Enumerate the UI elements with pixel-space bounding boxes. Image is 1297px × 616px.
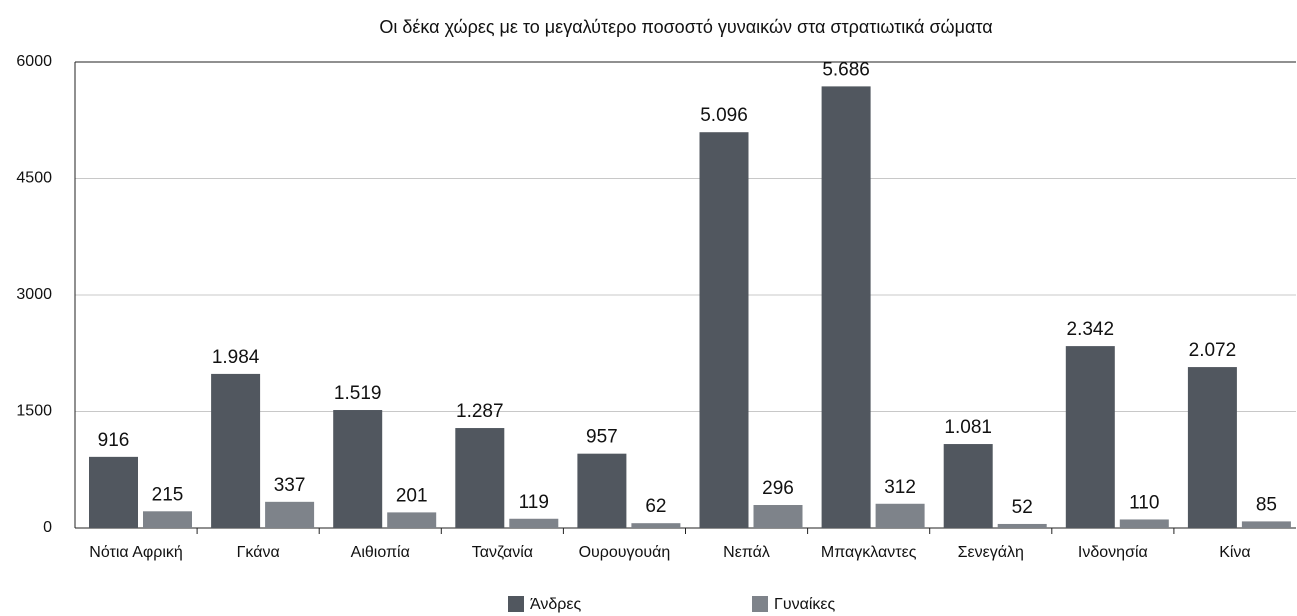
chart-title: Οι δέκα χώρες με το μεγαλύτερο ποσοστό γ… <box>379 17 992 37</box>
bar <box>143 511 192 528</box>
bar <box>509 518 559 528</box>
bar <box>89 456 138 528</box>
legend-swatch <box>508 596 524 612</box>
x-tick-label: Νεπάλ <box>723 544 770 561</box>
x-tick-label: Νότια Αφρική <box>89 544 183 561</box>
value-label: 1.287 <box>456 401 504 422</box>
x-tick-label: Σενεγάλη <box>958 544 1024 561</box>
value-label: 110 <box>1129 492 1159 513</box>
value-label: 5.686 <box>822 59 870 80</box>
value-label: 916 <box>98 430 130 451</box>
legend-label: Άνδρες <box>530 596 582 613</box>
value-label: 1.984 <box>212 347 260 368</box>
x-tick-label: Κίνα <box>1219 544 1250 561</box>
bar <box>997 523 1047 528</box>
value-label: 5.096 <box>700 105 748 126</box>
value-label: 312 <box>884 477 916 498</box>
value-label: 1.519 <box>334 383 382 404</box>
bar <box>265 501 315 528</box>
value-label: 337 <box>274 475 306 496</box>
legend-label: Γυναίκες <box>774 596 836 613</box>
bar <box>753 505 803 528</box>
value-label: 215 <box>152 484 184 505</box>
bar <box>1241 521 1291 528</box>
x-tick-label: Μπαγκλαντες <box>821 544 917 561</box>
y-tick-label: 0 <box>43 519 52 536</box>
bar <box>631 523 681 528</box>
legend-swatch <box>752 596 768 612</box>
bar <box>821 86 871 529</box>
x-tick-label: Ουρουγουάη <box>579 544 671 561</box>
y-tick-label: 1500 <box>16 403 52 420</box>
value-label: 62 <box>645 496 666 517</box>
x-tick-label: Γκάνα <box>237 544 280 561</box>
value-label: 2.342 <box>1067 319 1115 340</box>
bar <box>1187 367 1237 528</box>
bar <box>455 428 505 528</box>
bar <box>1065 346 1115 528</box>
bar <box>211 373 261 528</box>
bar <box>699 132 749 528</box>
value-label: 52 <box>1012 497 1033 518</box>
value-label: 2.072 <box>1189 340 1237 361</box>
value-label: 296 <box>762 478 794 499</box>
x-tick-label: Ινδονησία <box>1078 544 1148 561</box>
value-label: 957 <box>586 427 618 448</box>
y-tick-label: 4500 <box>16 170 52 187</box>
x-tick-label: Τανζανία <box>472 544 533 561</box>
bar <box>875 503 925 528</box>
value-label: 201 <box>396 485 428 506</box>
y-tick-label: 3000 <box>16 286 52 303</box>
value-label: 1.081 <box>944 417 992 438</box>
bar <box>387 512 437 528</box>
bar <box>1119 519 1169 528</box>
value-label: 85 <box>1256 494 1277 515</box>
bar <box>333 410 383 528</box>
bar <box>577 453 627 528</box>
x-tick-label: Αιθιοπία <box>351 544 410 561</box>
y-tick-label: 6000 <box>16 53 52 70</box>
bar <box>943 444 993 528</box>
value-label: 119 <box>519 492 549 513</box>
